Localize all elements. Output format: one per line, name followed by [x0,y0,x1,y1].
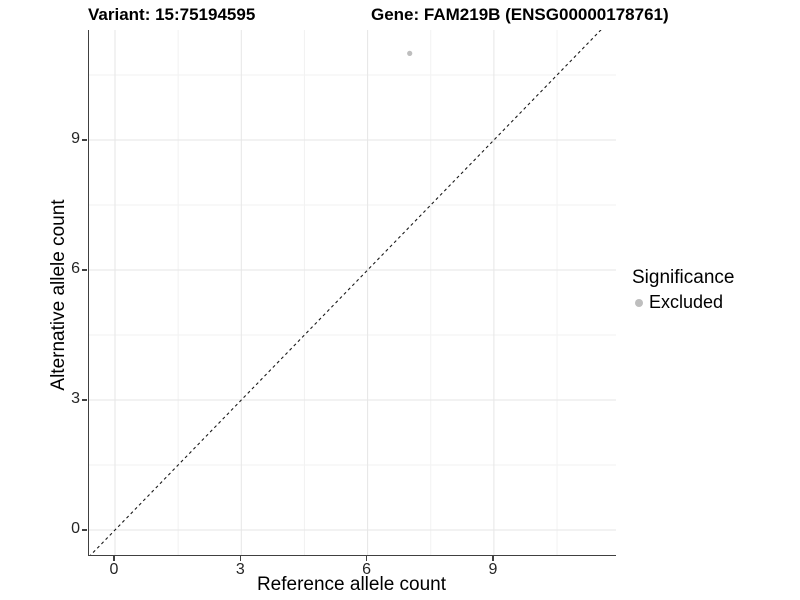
y-tick-label-6: 6 [71,260,80,278]
y-tick-label-3: 3 [71,390,80,407]
x-tick-mark-9 [492,556,494,561]
x-tick-mark-3 [239,556,242,561]
legend: Significance Excluded [632,267,734,313]
plot-title-gene: Gene: FAM219B (ENSG00000178761) [371,5,669,24]
identity-line [89,30,602,555]
y-tick-mark-3 [82,399,87,401]
y-tick-mark-9 [82,139,87,141]
plot-area-canvas [89,30,616,555]
x-tick-label-0: 0 [109,561,119,578]
data-point-0 [407,50,413,56]
plot-panel [88,30,616,556]
excluded-point-icon [635,298,643,307]
x-tick-label-6: 6 [362,561,372,578]
x-tick-label-9: 9 [488,561,498,578]
x-axis-title: Reference allele count [256,574,447,595]
y-tick-mark-6 [82,269,87,271]
x-tick-label-3: 3 [235,561,245,578]
y-tick-mark-0 [82,529,87,531]
x-tick-mark-0 [113,556,115,561]
y-axis-title: Alternative allele count [48,199,69,391]
legend-item-excluded: Excluded [632,292,734,313]
legend-title: Significance [632,267,735,288]
y-tick-label-9: 9 [71,130,80,148]
x-tick-mark-6 [365,556,368,561]
plot-title-variant: Variant: 15:75194595 [88,5,256,24]
legend-item-label: Excluded [649,292,724,312]
y-tick-label-0: 0 [71,520,80,537]
